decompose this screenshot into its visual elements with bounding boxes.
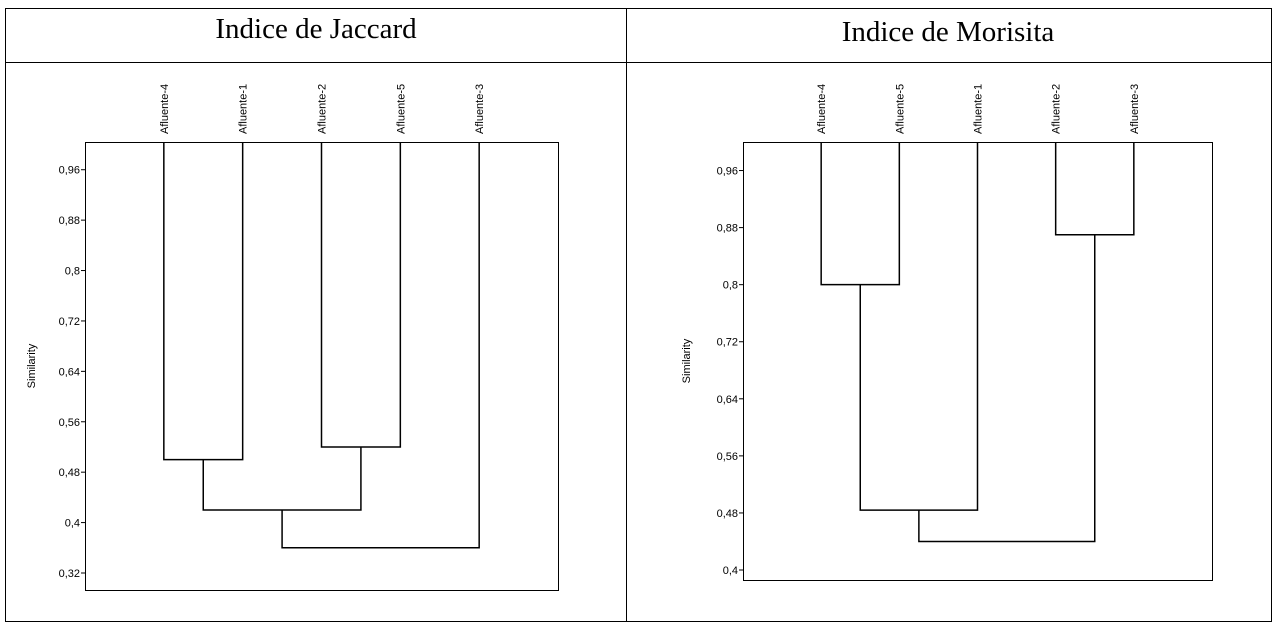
y-tick-label: 0,72	[717, 337, 738, 349]
y-tick-label: 0,64	[717, 394, 738, 406]
y-tick-label: 0,32	[59, 568, 80, 580]
leaf-label: Afluente-3	[1129, 84, 1141, 134]
leaf-label: Afluente-3	[474, 84, 486, 134]
leaf-label: Afluente-4	[816, 84, 828, 134]
y-tick-label: 0,88	[717, 223, 738, 235]
y-tick-label: 0,64	[59, 366, 80, 378]
y-tick-label: 0,56	[717, 451, 738, 463]
table-frame	[5, 8, 1272, 622]
table-border	[5, 8, 1272, 622]
leaf-label: Afluente-2	[1051, 84, 1063, 134]
y-tick-label: 0,48	[717, 508, 738, 520]
y-tick-label: 0,88	[59, 215, 80, 227]
leaf-label: Afluente-5	[395, 84, 407, 134]
leaf-label: Afluente-5	[894, 84, 906, 134]
y-tick-label: 0,96	[717, 166, 738, 178]
dendrogram-link	[918, 234, 1096, 543]
y-tick-label: 0,48	[59, 467, 80, 479]
dendrogram-link	[281, 142, 480, 549]
dendrogram-link	[163, 142, 244, 461]
y-tick-label: 0,96	[59, 165, 80, 177]
y-tick-label: 0,72	[59, 316, 80, 328]
dendrogram-link	[820, 142, 901, 286]
leaf-label: Afluente-1	[973, 84, 985, 134]
dendrogram-link	[859, 142, 979, 511]
dendrogram-link	[202, 446, 362, 511]
chart-title: Indice de Jaccard	[215, 13, 417, 45]
leaf-label: Afluente-2	[317, 84, 329, 134]
y-tick-label: 0,4	[65, 518, 80, 530]
leaf-label: Afluente-4	[159, 84, 171, 134]
y-tick-label: 0,4	[723, 565, 738, 577]
y-tick-label: 0,56	[59, 417, 80, 429]
y-tick-label: 0,8	[723, 280, 738, 292]
leaf-label: Afluente-1	[238, 84, 250, 134]
y-tick-label: 0,8	[65, 266, 80, 278]
y-axis-label: Similarity	[681, 338, 693, 383]
dendrogram-link	[320, 142, 402, 448]
chart-title: Indice de Morisita	[842, 16, 1055, 48]
dendrogram-link	[1054, 142, 1135, 236]
y-axis-label: Similarity	[26, 343, 38, 388]
